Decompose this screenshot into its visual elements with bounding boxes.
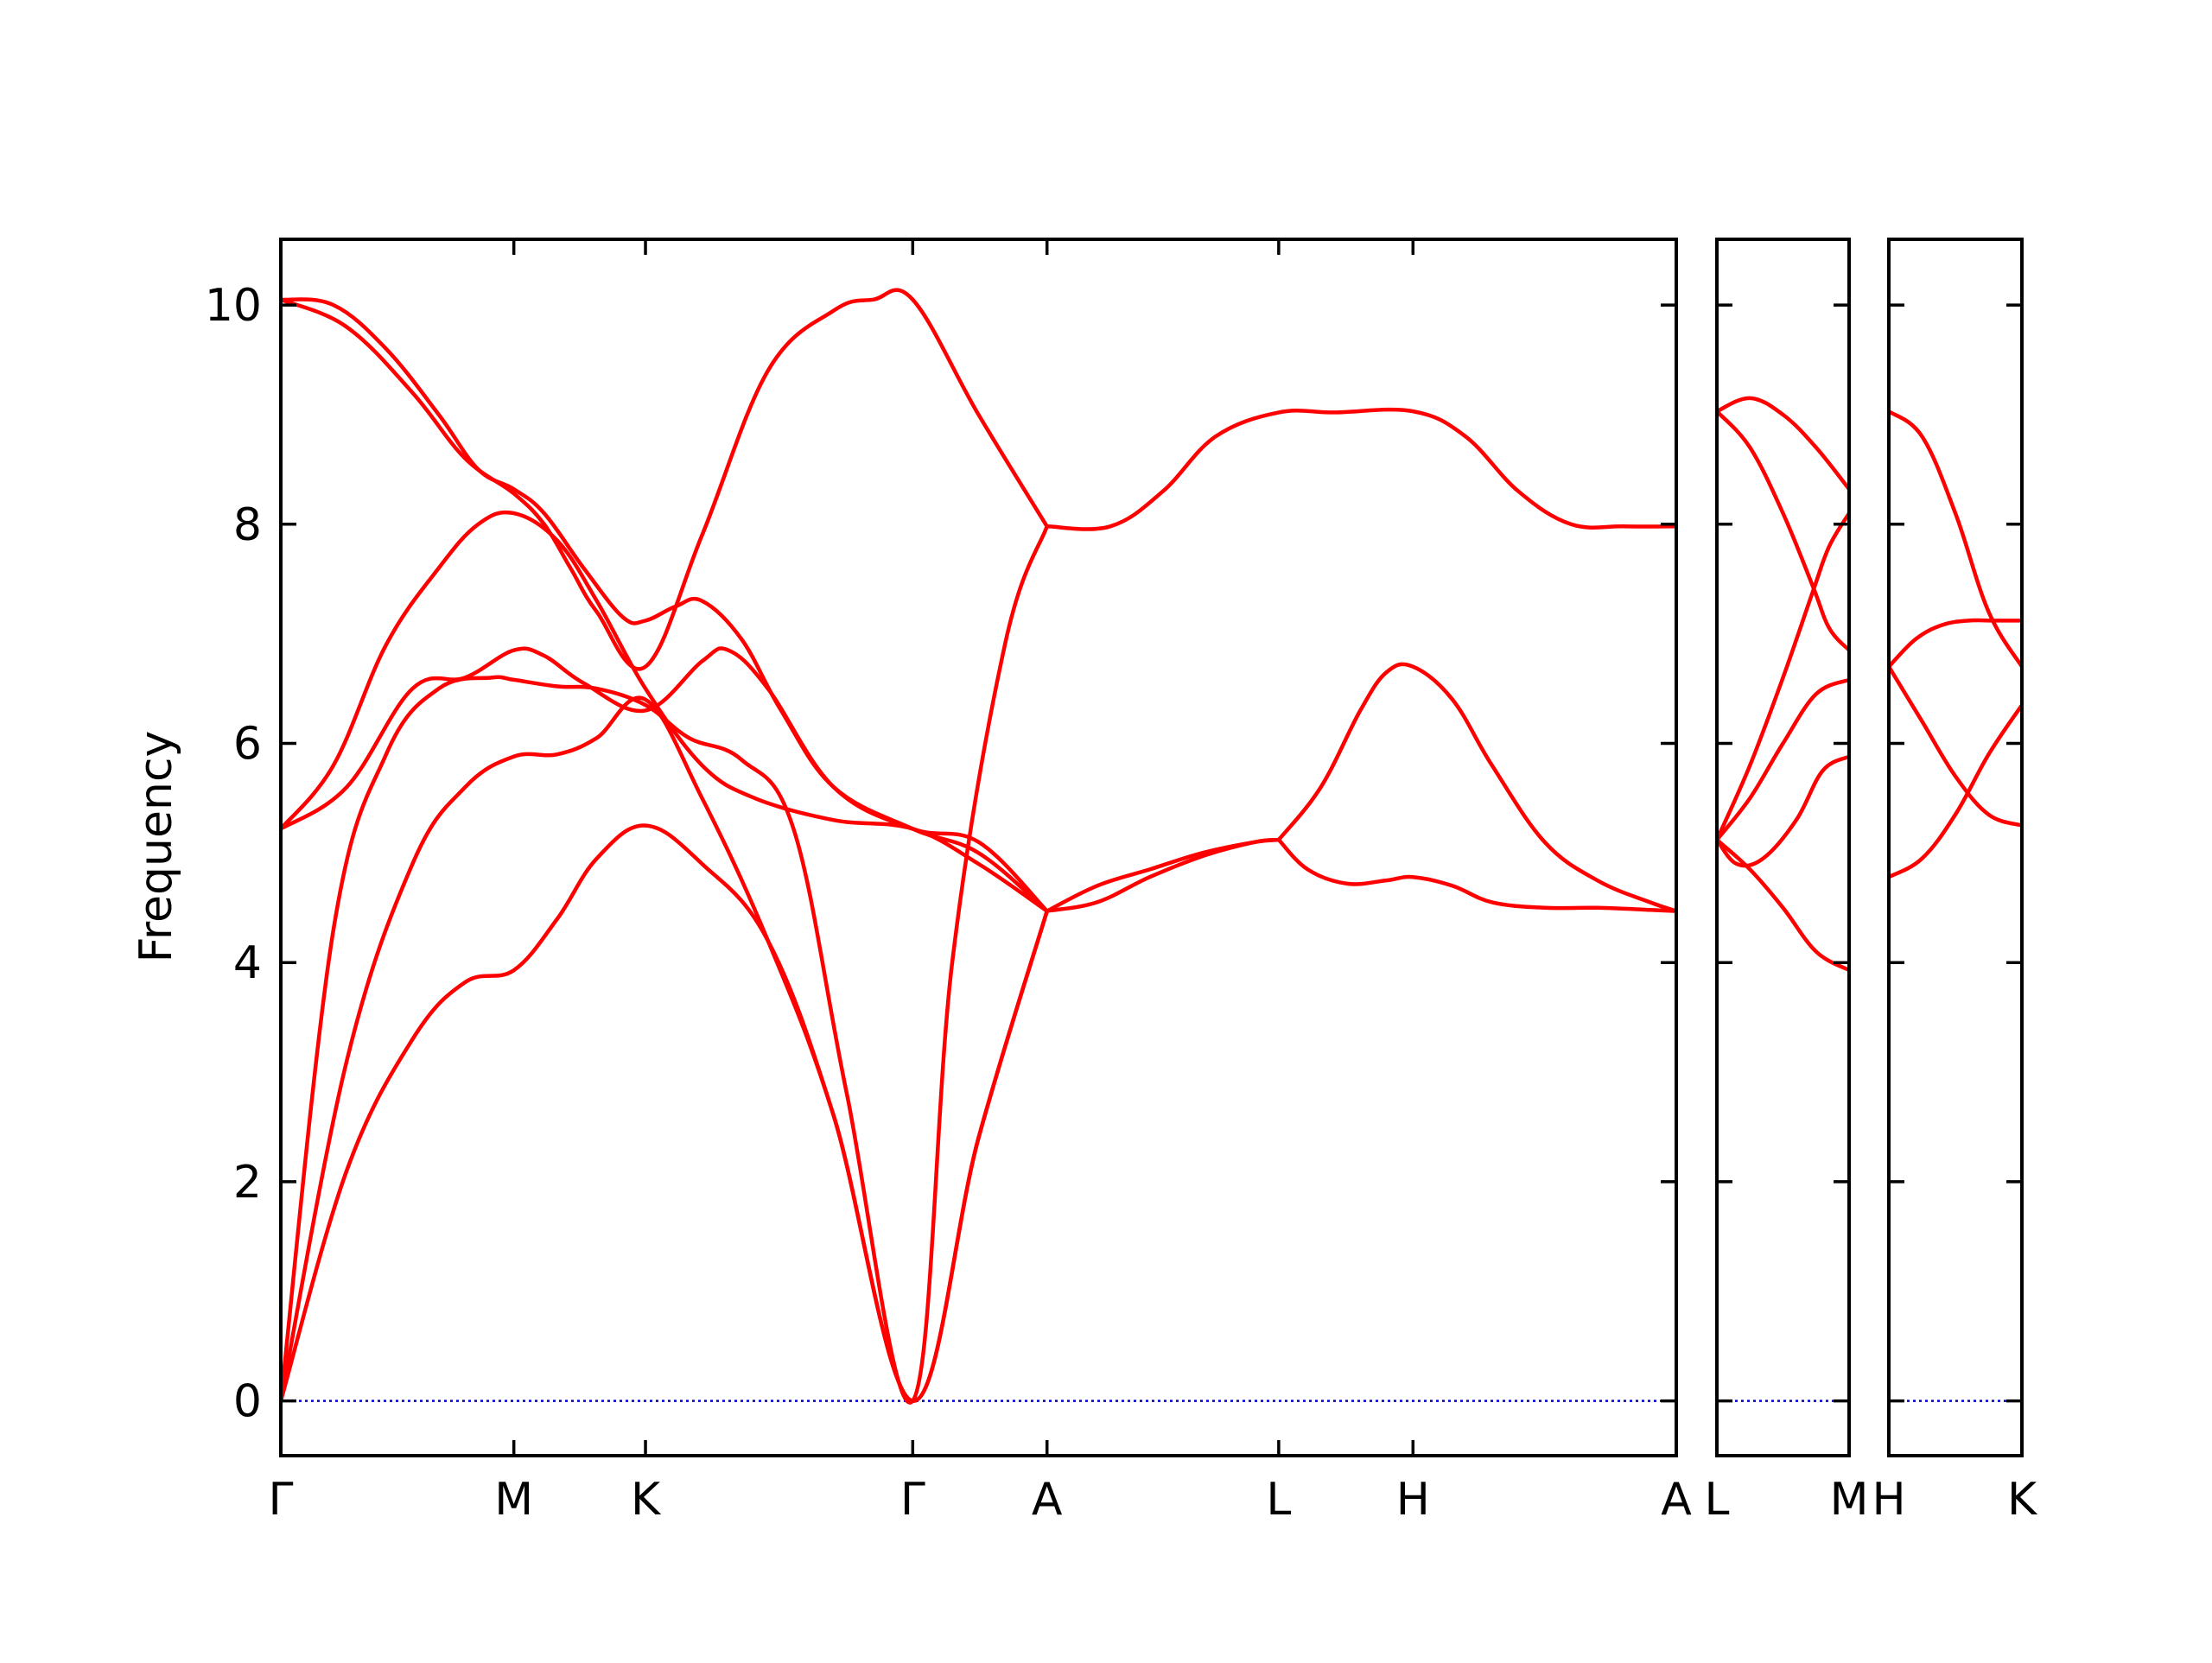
- band-lines: [1717, 396, 1849, 973]
- x-tick-label: K: [631, 1474, 662, 1526]
- band-line-5: [1717, 409, 1849, 652]
- plot-frame: [1715, 238, 1851, 1457]
- band-line-3: [1889, 664, 2022, 828]
- band-lines: [281, 288, 1676, 1405]
- band-line-10: [1045, 407, 1676, 531]
- band-line-3: [281, 524, 1049, 1405]
- y-tick-label: 10: [205, 280, 262, 332]
- plot-frame: [1887, 238, 2024, 1457]
- band-line-2: [1889, 618, 2022, 669]
- y-tick-label: 0: [233, 1376, 262, 1428]
- y-tick-label: 8: [233, 499, 262, 551]
- x-tick-label: M: [494, 1474, 533, 1526]
- y-tick-label: 6: [233, 718, 262, 770]
- band-line-3: [1717, 677, 1849, 842]
- band-line-4: [1717, 511, 1849, 842]
- band-line-11: [1276, 837, 1676, 913]
- band-line-1: [1889, 409, 2022, 669]
- x-tick-label: K: [2007, 1474, 2038, 1526]
- band-line-1: [281, 823, 1049, 1403]
- band-line-6: [281, 297, 1049, 913]
- band-line-4: [1889, 702, 2022, 879]
- band-line-9: [1045, 837, 1281, 913]
- band-line-12: [1276, 662, 1676, 913]
- band-line-6: [1717, 396, 1849, 492]
- x-tick-label: H: [1396, 1474, 1430, 1526]
- y-axis-label: Frequency: [130, 731, 182, 963]
- plot-frame: [279, 238, 1678, 1457]
- band-line-8: [1045, 837, 1281, 913]
- band-line-4: [281, 646, 1049, 913]
- y-tick-label: 4: [233, 937, 262, 989]
- x-tick-label: A: [1032, 1474, 1063, 1526]
- x-tick-label: L: [1705, 1474, 1730, 1526]
- band-line-2: [1717, 754, 1849, 868]
- panel-1: 0 2 4 6 8 10 Γ M K Γ A L H A: [205, 238, 1692, 1526]
- x-tick-label: A: [1661, 1474, 1692, 1526]
- x-tick-label: L: [1266, 1474, 1291, 1526]
- y-tick-label: 2: [233, 1157, 262, 1209]
- x-tick-label: Γ: [269, 1474, 294, 1526]
- band-line-1: [1717, 837, 1849, 973]
- x-tick-label: Γ: [900, 1474, 925, 1526]
- band-line-7: [281, 288, 1049, 671]
- x-tick-label: H: [1872, 1474, 1905, 1526]
- band-line-2: [281, 695, 1049, 1403]
- x-tick-label: M: [1830, 1474, 1869, 1526]
- band-lines: [1889, 409, 2022, 879]
- band-line-5: [281, 510, 1049, 913]
